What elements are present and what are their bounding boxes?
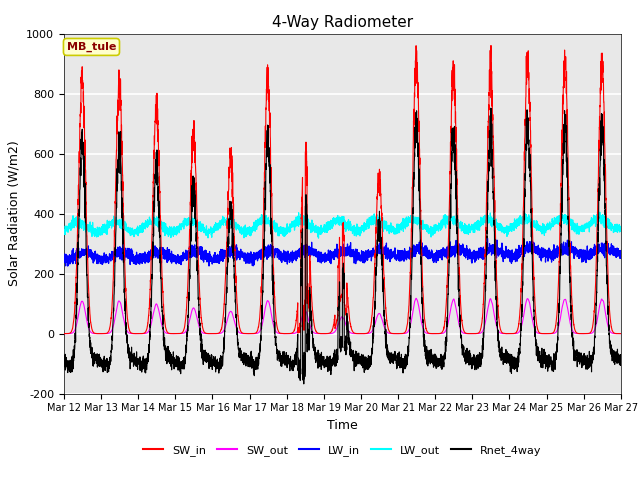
- Text: MB_tule: MB_tule: [67, 42, 116, 52]
- Legend: SW_in, SW_out, LW_in, LW_out, Rnet_4way: SW_in, SW_out, LW_in, LW_out, Rnet_4way: [139, 440, 546, 460]
- Title: 4-Way Radiometer: 4-Way Radiometer: [272, 15, 413, 30]
- X-axis label: Time: Time: [327, 419, 358, 432]
- Y-axis label: Solar Radiation (W/m2): Solar Radiation (W/m2): [8, 141, 20, 287]
